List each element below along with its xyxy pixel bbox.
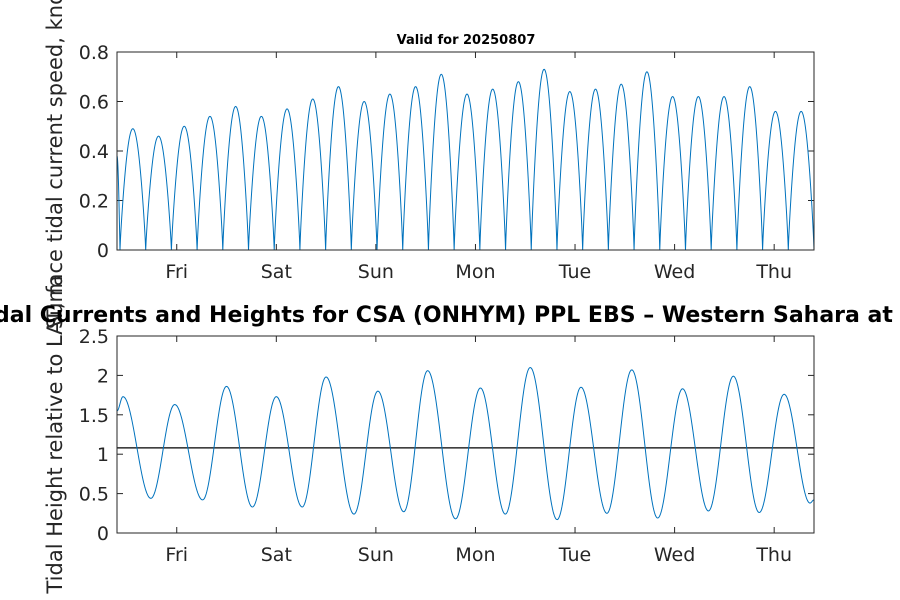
x-tick-label: Sun xyxy=(358,261,394,283)
x-tick-label: Wed xyxy=(654,544,695,566)
x-tick-label: Sat xyxy=(261,261,292,283)
current-speed-panel: Valid for 20250807 0 0.2 0.4 0.6 0.8 Fri Sat Su… xyxy=(43,0,815,329)
x-tick-label: Mon xyxy=(455,261,495,283)
x-tick-label: Fri xyxy=(165,261,188,283)
y-tick-label: 0.2 xyxy=(79,191,109,213)
height-plot-frame xyxy=(116,335,815,534)
current-ticks: 0 0.2 0.4 0.6 0.8 Fri Sat Sun Mon Tue Wed Thu xyxy=(79,42,814,283)
y-tick-label: 1.5 xyxy=(79,405,109,427)
tidal-height-panel: 0 0.5 1 1.5 2 2.5 Fri Sat Sun Mon Tue Wed Thu Tidal … xyxy=(43,275,815,595)
y-tick-label: 0 xyxy=(97,240,109,262)
tidal-height-series-line xyxy=(116,366,815,521)
y-tick-label: 0.8 xyxy=(79,42,109,64)
current-plot-frame xyxy=(116,51,815,251)
y-tick-label: 2 xyxy=(97,365,109,387)
y-tick-label: 0.6 xyxy=(79,92,109,114)
x-tick-label: Sat xyxy=(261,544,292,566)
x-tick-label: Mon xyxy=(455,544,495,566)
y-tick-label: 0.5 xyxy=(79,484,109,506)
y-tick-label: 0 xyxy=(97,523,109,545)
x-tick-label: Fri xyxy=(165,544,188,566)
x-tick-label: Tue xyxy=(558,261,591,283)
current-speed-series-line xyxy=(116,68,815,251)
current-y-axis-label: Surface tidal current speed, knots xyxy=(43,0,67,329)
y-tick-label: 1 xyxy=(97,444,109,466)
current-chart-title: Valid for 20250807 xyxy=(397,33,536,48)
x-tick-label: Thu xyxy=(755,261,792,283)
height-y-axis-label: Tidal Height relative to LAT, m xyxy=(43,275,67,594)
figure-title: Tidal Currents and Heights for CSA (ONHY… xyxy=(0,303,900,328)
y-tick-label: 2.5 xyxy=(79,326,109,348)
x-tick-label: Tue xyxy=(558,544,591,566)
x-tick-label: Wed xyxy=(654,261,695,283)
y-tick-label: 0.4 xyxy=(79,141,109,163)
x-tick-label: Thu xyxy=(755,544,792,566)
height-ticks: 0 0.5 1 1.5 2 2.5 Fri Sat Sun Mon Tue Wed Thu xyxy=(79,326,814,566)
x-tick-label: Sun xyxy=(358,544,394,566)
